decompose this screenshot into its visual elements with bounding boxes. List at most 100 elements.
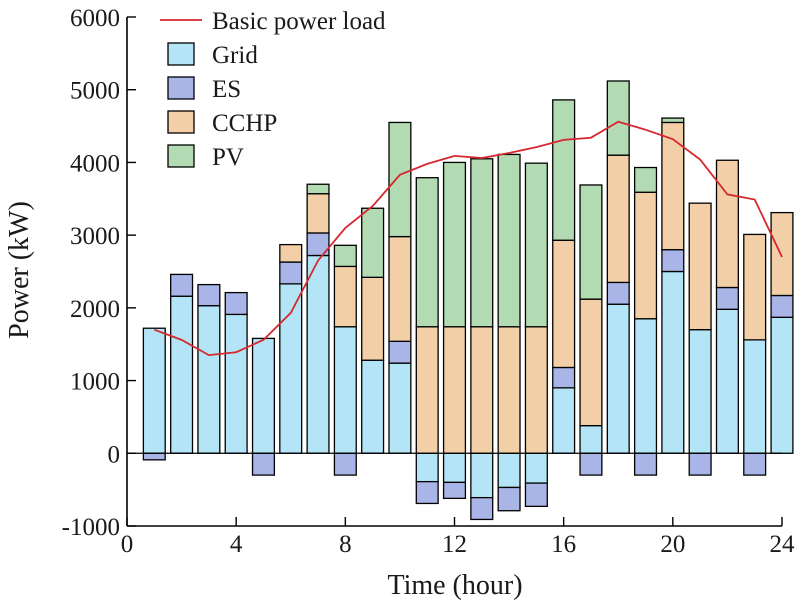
basic-power-load-line — [153, 120, 783, 357]
bar-cchp-t7 — [306, 193, 330, 234]
y-tick-label: 4000 — [70, 150, 120, 177]
legend-label-basic-power-load: Basic power load — [212, 8, 386, 35]
bar-cchp-t15 — [524, 326, 548, 454]
bar-cchp-t19 — [633, 191, 658, 320]
bar-pv-t15 — [524, 162, 548, 328]
legend-swatch-grid — [167, 42, 195, 66]
x-axis-title: Time (hour) — [387, 570, 522, 601]
bar-es-t17 — [579, 452, 603, 476]
bar-es-t12 — [442, 481, 467, 500]
bar-grid-t12 — [442, 452, 467, 484]
legend-label-grid: Grid — [212, 42, 258, 69]
y-tick-label: -1000 — [62, 514, 120, 541]
bar-es-t15 — [524, 482, 548, 508]
bar-pv-t16 — [552, 99, 576, 241]
bar-pv-t14 — [497, 153, 521, 328]
x-tick-label: 24 — [770, 531, 796, 558]
bar-cchp-t8 — [333, 265, 357, 328]
y-tick-label: 5000 — [70, 78, 120, 105]
bar-es-t16 — [552, 366, 576, 389]
y-tick-label: 0 — [108, 441, 121, 468]
bar-es-t19 — [633, 452, 658, 476]
legend-swatch-es — [167, 76, 195, 100]
bar-pv-t18 — [606, 80, 630, 156]
legend-swatch-cchp — [167, 110, 195, 134]
bar-grid-t9 — [361, 359, 385, 454]
bar-grid-t4 — [224, 313, 248, 454]
bar-grid-t13 — [470, 452, 494, 499]
bar-cchp-t17 — [579, 298, 603, 427]
bar-cchp-t20 — [661, 121, 685, 251]
bar-es-t2 — [170, 273, 194, 297]
legend-label-es: ES — [212, 76, 241, 103]
bar-es-t20 — [661, 249, 685, 273]
bar-pv-t13 — [470, 158, 494, 328]
bar-es-t11 — [415, 480, 439, 505]
bar-es-t22 — [715, 286, 739, 310]
bar-cchp-t11 — [415, 326, 439, 454]
bar-es-t1 — [142, 452, 166, 461]
y-tick-label: 2000 — [70, 296, 120, 323]
bar-grid-t22 — [715, 308, 739, 454]
bar-cchp-t10 — [388, 235, 412, 342]
line-layer — [153, 120, 783, 357]
legend-label-cchp: CCHP — [212, 110, 277, 137]
bar-grid-t6 — [279, 283, 303, 454]
bar-es-t3 — [197, 283, 221, 307]
bar-cchp-t16 — [552, 239, 576, 369]
bar-grid-t21 — [688, 329, 712, 454]
bar-grid-t2 — [170, 295, 194, 454]
bar-pv-t9 — [361, 207, 385, 278]
y-tick-label: 1000 — [70, 369, 120, 396]
bar-es-t23 — [743, 452, 767, 476]
bar-es-t4 — [224, 291, 248, 316]
bar-es-t5 — [251, 452, 276, 476]
bar-grid-t23 — [743, 339, 767, 454]
bar-grid-t18 — [606, 303, 630, 454]
bar-grid-t17 — [579, 424, 603, 454]
bar-es-t18 — [606, 281, 630, 305]
bar-grid-t8 — [333, 326, 357, 454]
bar-cchp-t13 — [470, 326, 494, 454]
bar-grid-t5 — [251, 337, 276, 454]
bar-cchp-t24 — [770, 211, 794, 297]
bar-cchp-t18 — [606, 154, 630, 284]
y-tick-label: 3000 — [70, 223, 120, 250]
bar-cchp-t22 — [715, 159, 739, 289]
bar-es-t13 — [470, 496, 494, 521]
x-tick-label: 8 — [339, 531, 352, 558]
bar-es-t10 — [388, 340, 412, 364]
bar-pv-t11 — [415, 177, 439, 328]
bar-es-t24 — [770, 294, 794, 318]
bar-pv-t7 — [306, 183, 330, 195]
bar-cchp-t6 — [279, 243, 303, 263]
x-tick-label: 12 — [442, 531, 467, 558]
bar-es-t8 — [333, 452, 357, 476]
bar-cchp-t23 — [743, 233, 767, 341]
bar-pv-t8 — [333, 244, 357, 268]
bar-grid-t3 — [197, 305, 221, 454]
y-axis-title: Power (kW) — [4, 201, 35, 339]
bar-cchp-t14 — [497, 326, 521, 454]
bars-layer — [142, 80, 794, 521]
bar-es-t6 — [279, 261, 303, 285]
bar-pv-t17 — [579, 184, 603, 300]
legend-label-pv: PV — [212, 144, 244, 171]
legend: Basic power load Grid ES CCHP PV — [160, 8, 386, 171]
bar-grid-t11 — [415, 452, 439, 483]
x-tick-label: 16 — [551, 531, 576, 558]
bar-es-t14 — [497, 486, 521, 512]
bar-grid-t19 — [633, 318, 658, 454]
bar-grid-t10 — [388, 362, 412, 454]
bar-pv-t10 — [388, 121, 412, 238]
bar-grid-t15 — [524, 452, 548, 484]
bar-grid-t1 — [142, 327, 166, 454]
bar-cchp-t21 — [688, 202, 712, 331]
x-tick-label: 20 — [660, 531, 685, 558]
bar-grid-t16 — [552, 387, 576, 454]
bar-grid-t7 — [306, 254, 330, 454]
bar-pv-t20 — [661, 117, 685, 124]
x-tick-label: 0 — [121, 531, 134, 558]
